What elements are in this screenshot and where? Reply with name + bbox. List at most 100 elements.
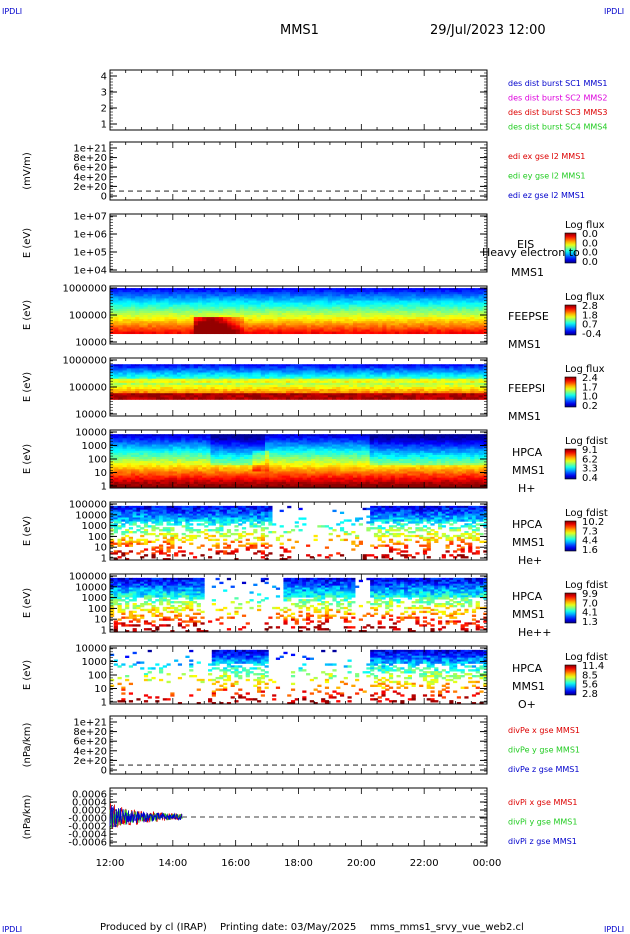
spectrogram-cell <box>122 366 128 369</box>
spectrogram-cell <box>361 329 366 332</box>
spectrogram-cell <box>419 368 425 371</box>
spectrogram-cell <box>440 317 446 320</box>
spectrogram-cell <box>269 389 274 392</box>
spectrogram-cell <box>164 323 170 326</box>
spectrogram-cell <box>130 372 136 375</box>
spectrogram-cell <box>269 294 274 297</box>
spectrogram-cell <box>244 463 249 466</box>
spectrogram-cell <box>365 292 371 295</box>
spectrogram-cell <box>193 471 199 474</box>
spectrogram-cell <box>168 454 174 458</box>
spectrogram-cell <box>298 368 304 371</box>
spectrogram-cell <box>130 368 136 371</box>
spectrogram-cell <box>419 364 425 367</box>
spectrogram-cell <box>218 368 224 371</box>
spectrogram-cell <box>394 368 400 371</box>
spectrogram-cell <box>160 459 165 462</box>
spectrogram-cell <box>382 290 387 293</box>
spectrogram-cell <box>239 450 245 454</box>
spectrogram-cell <box>156 461 161 464</box>
spectrogram-cell <box>164 469 170 472</box>
spectrogram-cell <box>428 384 433 388</box>
spectrogram-cell <box>130 393 136 396</box>
spectrogram-cell <box>202 292 207 295</box>
spectrogram-cell <box>202 448 207 452</box>
spectrogram-cell <box>399 329 404 332</box>
spectrogram-cell <box>135 448 140 452</box>
spectrogram-cell <box>281 308 287 312</box>
spectrogram-cell <box>478 376 484 380</box>
spectrogram-cell <box>214 397 220 400</box>
spectrogram-cell <box>197 448 203 452</box>
spectrogram-cell <box>185 471 190 474</box>
spectrogram-cell <box>126 292 132 295</box>
spectrogram-cell <box>214 368 220 371</box>
spectrogram-cell <box>290 327 295 330</box>
spectrogram-cell <box>160 290 165 293</box>
spectrogram-cell <box>264 325 270 328</box>
spectrogram-cell <box>214 434 220 437</box>
spectrogram-cell <box>189 366 195 369</box>
spectrogram-cell <box>260 376 266 380</box>
spectrogram-cell <box>466 370 471 373</box>
spectrogram-cell <box>415 321 421 324</box>
spectrogram-cell <box>369 329 375 332</box>
spectrogram-cell <box>126 471 132 474</box>
spectrogram-cell <box>478 382 484 386</box>
spectrogram-cell <box>424 308 429 312</box>
spectrogram-cell <box>348 393 354 396</box>
spectrogram-cell <box>151 292 157 295</box>
spectrogram-cell <box>315 364 320 367</box>
spectrogram-cell <box>110 376 115 380</box>
spectrogram-cell <box>260 300 266 303</box>
spectrogram-cell <box>449 292 454 295</box>
spectrogram-cell <box>130 448 136 452</box>
spectrogram-cell <box>357 366 362 369</box>
spectrogram-cell <box>206 376 211 380</box>
spectrogram-cell <box>164 290 170 293</box>
spectrogram-cell <box>260 310 266 314</box>
spectrogram-cell <box>432 298 438 301</box>
spectrogram-cell <box>227 438 232 441</box>
spectrogram-cell <box>256 374 262 378</box>
spectrogram-cell <box>239 321 245 324</box>
spectrogram-cell <box>197 310 203 314</box>
spectrogram-cell <box>344 389 350 392</box>
spectrogram-cell <box>332 290 337 293</box>
spectrogram-cell <box>248 364 253 367</box>
spectrogram-cell <box>223 310 228 314</box>
spectrogram-cell <box>315 370 320 373</box>
spectrogram-cell <box>227 296 232 299</box>
spectrogram-cell <box>164 395 170 398</box>
spectrogram-cell <box>139 459 144 462</box>
spectrogram-cell <box>382 382 387 386</box>
spectrogram-cell <box>168 452 174 456</box>
spectrogram-cell <box>461 288 467 291</box>
spectrogram-cell <box>235 366 241 369</box>
spectrogram-cell <box>143 442 149 445</box>
spectrogram-cell <box>394 327 400 330</box>
spectrogram-cell <box>306 380 312 384</box>
spectrogram-cell <box>407 296 412 299</box>
spectrogram-cell <box>352 304 358 308</box>
spectrogram-cell <box>482 364 488 367</box>
spectrogram-cell <box>428 304 433 308</box>
spectrogram-cell <box>210 442 216 445</box>
spectrogram-cell <box>453 380 459 384</box>
spectrogram-cell <box>118 380 123 384</box>
spectrogram-cell <box>181 331 186 335</box>
spectrogram-cell <box>214 473 220 476</box>
spectrogram-cell <box>177 473 182 476</box>
spectrogram-cell <box>281 374 287 378</box>
spectrogram-cell <box>348 312 354 316</box>
spectrogram-cell <box>118 323 123 326</box>
spectrogram-cell <box>147 473 153 476</box>
spectrogram-cell <box>172 442 178 445</box>
spectrogram-cell <box>156 454 161 458</box>
spectrogram-cell <box>264 329 270 332</box>
spectrogram-cell <box>118 456 123 460</box>
spectrogram-cell <box>445 302 450 306</box>
spectrogram-cell <box>218 442 224 445</box>
spectrogram-cell <box>474 308 480 312</box>
spectrogram-cell <box>361 300 366 303</box>
